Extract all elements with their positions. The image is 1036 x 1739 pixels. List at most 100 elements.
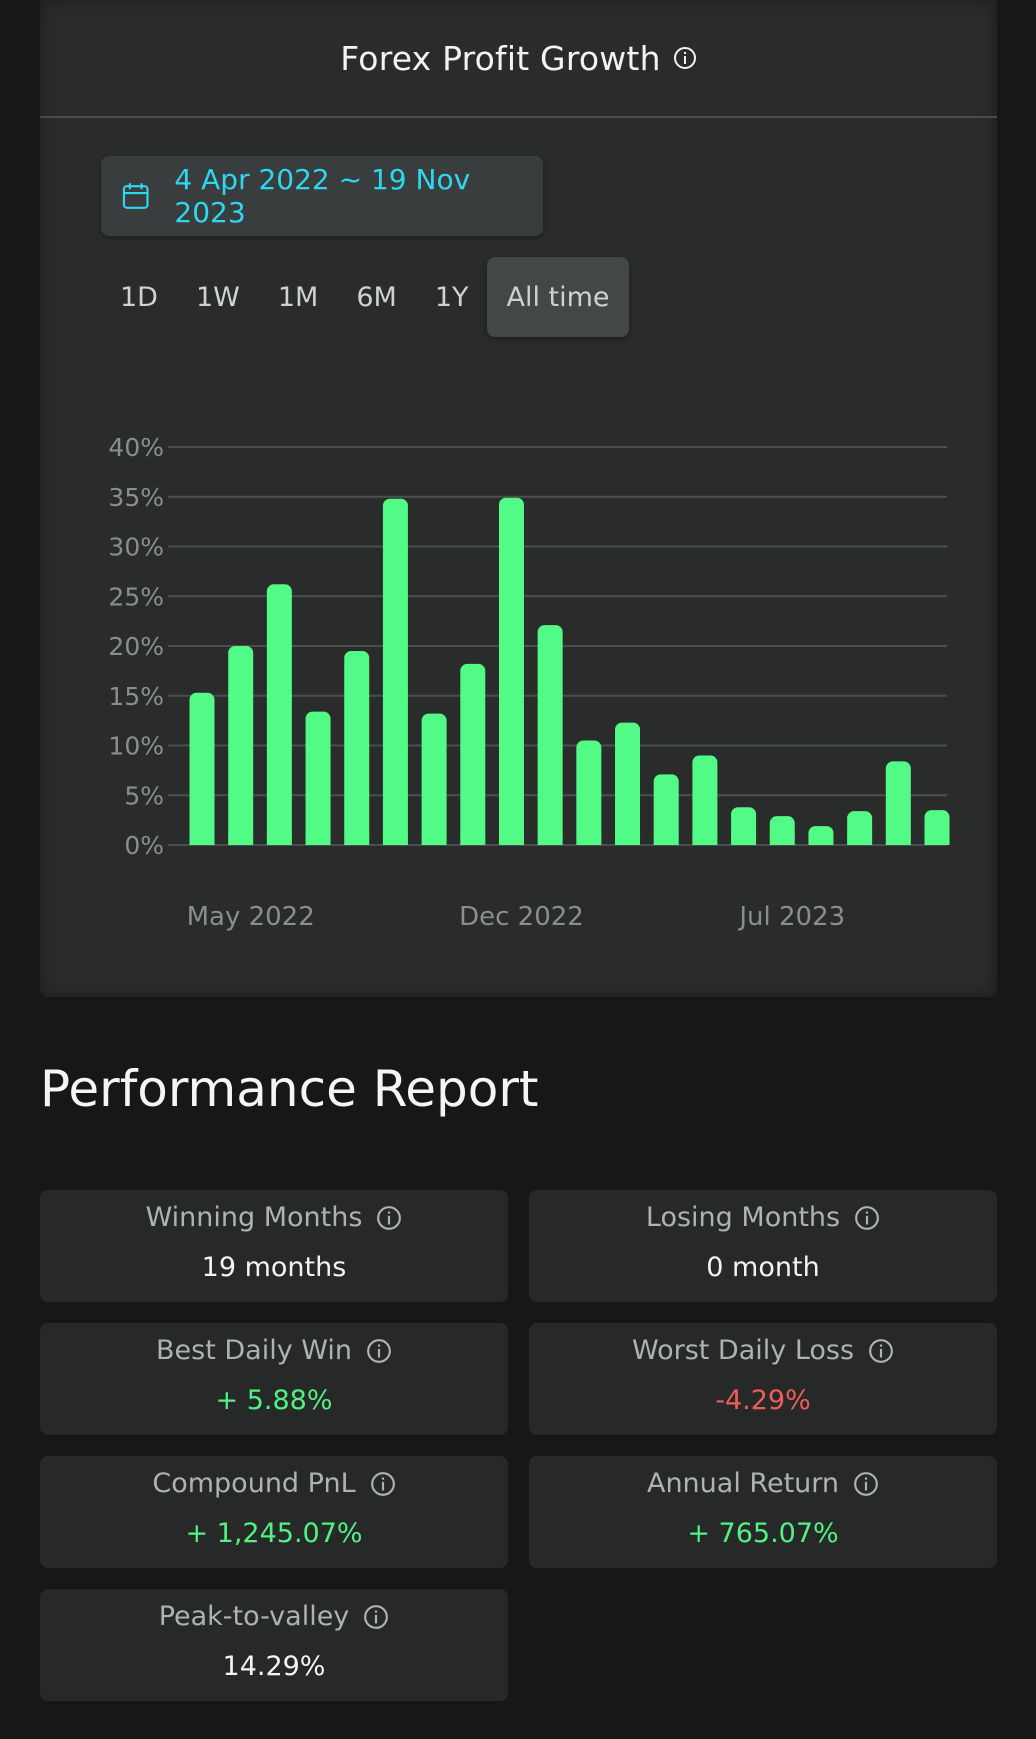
bar[interactable] xyxy=(615,722,641,845)
bar[interactable] xyxy=(924,810,950,845)
stat-value: + 5.88% xyxy=(215,1385,333,1416)
bar-base xyxy=(692,837,718,845)
info-icon[interactable] xyxy=(854,1205,880,1231)
bar-base xyxy=(344,837,370,845)
bar-base xyxy=(924,837,950,845)
stat-card-compound-pnl: Compound PnL + 1,245.07% xyxy=(40,1456,508,1568)
stat-label: Peak-to-valley xyxy=(158,1601,350,1632)
bar[interactable] xyxy=(189,692,215,845)
stat-label: Winning Months xyxy=(145,1202,363,1233)
stat-card-worst-daily-loss: Worst Daily Loss -4.29% xyxy=(529,1323,997,1435)
stat-label-row: Annual Return xyxy=(529,1468,997,1499)
bar[interactable] xyxy=(653,774,679,845)
stat-label: Best Daily Win xyxy=(156,1335,352,1366)
y-tick-label: 15% xyxy=(108,682,164,711)
bar[interactable] xyxy=(228,646,254,845)
bar[interactable] xyxy=(421,713,447,845)
bar-base xyxy=(847,837,873,845)
bar[interactable] xyxy=(885,761,911,845)
info-icon[interactable] xyxy=(363,1604,389,1630)
bar-base xyxy=(305,837,331,845)
x-tick-label: May 2022 xyxy=(187,902,315,932)
bar-base xyxy=(421,837,447,845)
bar-base xyxy=(382,837,408,845)
chart-card: Forex Profit Growth 4 Apr 2022 ~ 19 Nov … xyxy=(40,0,997,997)
bar-base xyxy=(537,837,563,845)
stat-label-row: Peak-to-valley xyxy=(40,1601,508,1632)
y-tick-label: 5% xyxy=(124,781,164,810)
bar-base xyxy=(189,837,215,845)
y-tick-label: 20% xyxy=(108,632,164,661)
stat-value: + 765.07% xyxy=(687,1518,839,1549)
stat-card-best-daily-win: Best Daily Win + 5.88% xyxy=(40,1323,508,1435)
bar-base xyxy=(769,837,795,845)
y-tick-label: 0% xyxy=(124,831,164,860)
bar-base xyxy=(653,837,679,845)
bar-base xyxy=(228,837,254,845)
bar[interactable] xyxy=(266,584,292,845)
bar[interactable] xyxy=(498,497,524,845)
info-icon[interactable] xyxy=(673,46,697,70)
bar-base xyxy=(498,837,524,845)
y-tick-label: 25% xyxy=(108,582,164,611)
info-icon[interactable] xyxy=(868,1338,894,1364)
report-title: Performance Report xyxy=(40,1060,539,1118)
period-tab-1y[interactable]: 1Y xyxy=(434,281,469,313)
bar[interactable] xyxy=(344,650,370,845)
stat-label-row: Compound PnL xyxy=(40,1468,508,1499)
stat-label-row: Winning Months xyxy=(40,1202,508,1233)
bar[interactable] xyxy=(305,711,331,845)
period-tab-6m[interactable]: 6M xyxy=(356,281,397,313)
bar[interactable] xyxy=(460,663,486,845)
stat-value: 0 month xyxy=(706,1252,820,1283)
stat-label-row: Best Daily Win xyxy=(40,1335,508,1366)
bar-base xyxy=(731,837,757,845)
stat-label: Annual Return xyxy=(646,1468,840,1499)
date-range-text: 4 Apr 2022 ~ 19 Nov 2023 xyxy=(174,163,471,229)
y-tick-label: 40% xyxy=(108,433,164,462)
stat-card-annual-return: Annual Return + 765.07% xyxy=(529,1456,997,1568)
stat-label: Losing Months xyxy=(645,1202,841,1233)
period-tab-1w[interactable]: 1W xyxy=(195,281,240,313)
y-tick-label: 10% xyxy=(108,732,164,761)
stat-label-row: Worst Daily Loss xyxy=(529,1335,997,1366)
period-tab-1m[interactable]: 1M xyxy=(277,281,319,313)
period-tab-1d[interactable]: 1D xyxy=(120,281,158,313)
info-icon[interactable] xyxy=(853,1471,879,1497)
x-tick-label: Jul 2023 xyxy=(737,902,845,932)
bar-base xyxy=(808,837,834,845)
chart-title: Forex Profit Growth xyxy=(340,38,661,78)
period-tab-all-time[interactable]: All time xyxy=(487,257,629,337)
stat-label: Compound PnL xyxy=(152,1468,356,1499)
stat-value: 19 months xyxy=(201,1252,347,1283)
bar[interactable] xyxy=(847,811,873,845)
stat-card-winning-months: Winning Months 19 months xyxy=(40,1190,508,1302)
chart-card-header: Forex Profit Growth xyxy=(40,0,997,118)
bar-base xyxy=(266,837,292,845)
info-icon[interactable] xyxy=(366,1338,392,1364)
date-range-picker[interactable]: 4 Apr 2022 ~ 19 Nov 2023 xyxy=(101,156,543,236)
bar[interactable] xyxy=(576,740,602,845)
bar-base xyxy=(885,837,911,845)
bar-base xyxy=(615,837,641,845)
stat-value: -4.29% xyxy=(715,1385,811,1416)
stat-label-row: Losing Months xyxy=(529,1202,997,1233)
x-tick-label: Dec 2022 xyxy=(459,902,584,932)
info-icon[interactable] xyxy=(370,1471,396,1497)
period-selector: 1D 1W 1M 6M 1Y All time xyxy=(101,257,629,337)
stat-label: Worst Daily Loss xyxy=(631,1335,855,1366)
profit-bar-chart: 0% 5% 10% 15% 20% 25% 30% 35% 40% May 2022 Dec 202… xyxy=(108,433,950,932)
stat-card-peak-to-valley: Peak-to-valley 14.29% xyxy=(40,1589,508,1701)
bar-base xyxy=(576,837,602,845)
bar[interactable] xyxy=(537,625,563,845)
bar[interactable] xyxy=(382,498,408,845)
bar[interactable] xyxy=(692,755,718,845)
bar-base xyxy=(460,837,486,845)
bar[interactable] xyxy=(731,807,757,845)
stat-card-losing-months: Losing Months 0 month xyxy=(529,1190,997,1302)
y-tick-label: 35% xyxy=(108,483,164,512)
stat-value: + 1,245.07% xyxy=(185,1518,363,1549)
info-icon[interactable] xyxy=(376,1205,402,1231)
y-tick-label: 30% xyxy=(108,533,164,562)
calendar-icon xyxy=(122,183,149,209)
